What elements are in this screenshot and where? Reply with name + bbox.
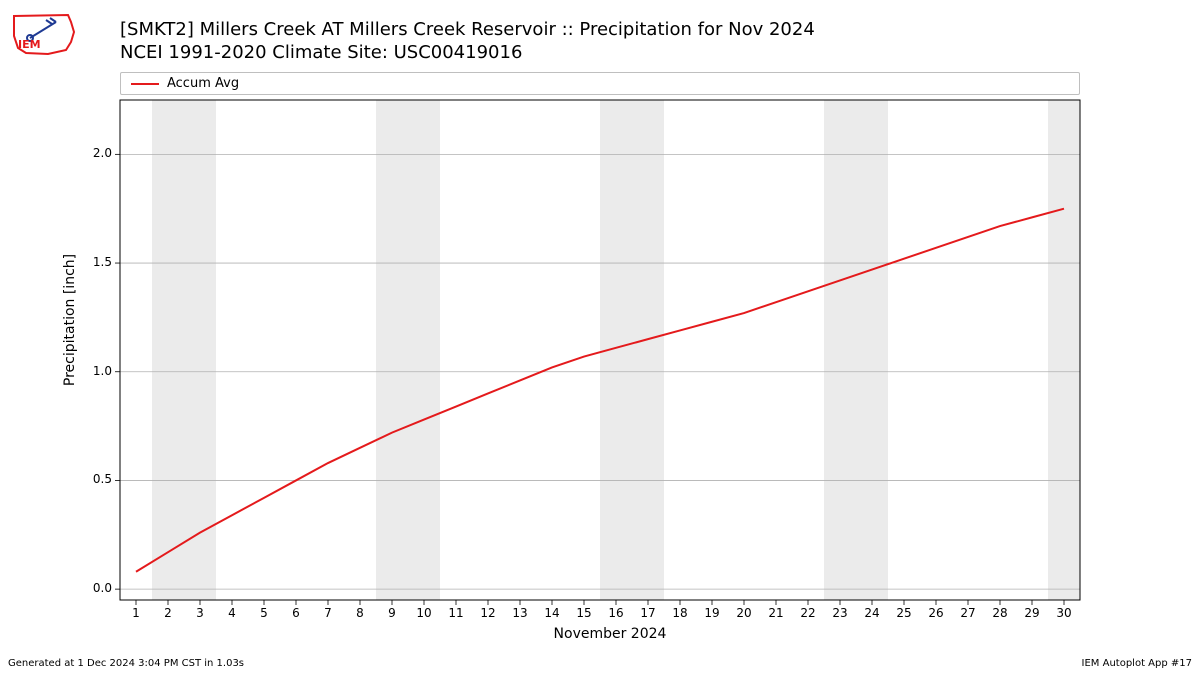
x-tick: 21 <box>761 606 791 620</box>
x-tick: 13 <box>505 606 535 620</box>
footer-generated: Generated at 1 Dec 2024 3:04 PM CST in 1… <box>8 658 244 669</box>
x-tick: 28 <box>985 606 1015 620</box>
iem-logo: IEM <box>8 8 78 63</box>
y-tick: 1.5 <box>72 255 112 269</box>
x-tick: 4 <box>217 606 247 620</box>
page-root: IEM [SMKT2] Millers Creek AT Millers Cre… <box>0 0 1200 675</box>
x-tick: 25 <box>889 606 919 620</box>
x-tick: 15 <box>569 606 599 620</box>
x-tick: 10 <box>409 606 439 620</box>
y-tick: 0.0 <box>72 581 112 595</box>
x-tick: 30 <box>1049 606 1079 620</box>
precipitation-chart <box>120 100 1080 600</box>
x-axis-label: November 2024 <box>540 626 680 642</box>
x-tick: 1 <box>121 606 151 620</box>
legend: Accum Avg <box>120 72 1080 95</box>
logo-text: IEM <box>18 38 41 51</box>
x-tick: 3 <box>185 606 215 620</box>
legend-swatch <box>131 83 159 85</box>
y-tick: 0.5 <box>72 472 112 486</box>
x-tick: 8 <box>345 606 375 620</box>
x-tick: 17 <box>633 606 663 620</box>
x-tick: 18 <box>665 606 695 620</box>
chart-title-line2: NCEI 1991-2020 Climate Site: USC00419016 <box>120 41 815 64</box>
x-tick: 19 <box>697 606 727 620</box>
chart-title-line1: [SMKT2] Millers Creek AT Millers Creek R… <box>120 18 815 41</box>
x-tick: 5 <box>249 606 279 620</box>
x-tick: 6 <box>281 606 311 620</box>
y-tick: 1.0 <box>72 364 112 378</box>
chart-title-block: [SMKT2] Millers Creek AT Millers Creek R… <box>120 18 815 65</box>
x-tick: 14 <box>537 606 567 620</box>
legend-label: Accum Avg <box>167 76 239 91</box>
footer-app: IEM Autoplot App #17 <box>1082 658 1192 669</box>
x-tick: 27 <box>953 606 983 620</box>
x-tick: 20 <box>729 606 759 620</box>
x-tick: 7 <box>313 606 343 620</box>
y-axis-label: Precipitation [inch] <box>62 220 78 420</box>
x-tick: 26 <box>921 606 951 620</box>
x-tick: 9 <box>377 606 407 620</box>
x-tick: 24 <box>857 606 887 620</box>
x-tick: 16 <box>601 606 631 620</box>
x-tick: 11 <box>441 606 471 620</box>
x-tick: 12 <box>473 606 503 620</box>
y-tick: 2.0 <box>72 146 112 160</box>
x-tick: 2 <box>153 606 183 620</box>
x-tick: 22 <box>793 606 823 620</box>
x-tick: 23 <box>825 606 855 620</box>
plot-svg <box>120 100 1080 600</box>
x-tick: 29 <box>1017 606 1047 620</box>
